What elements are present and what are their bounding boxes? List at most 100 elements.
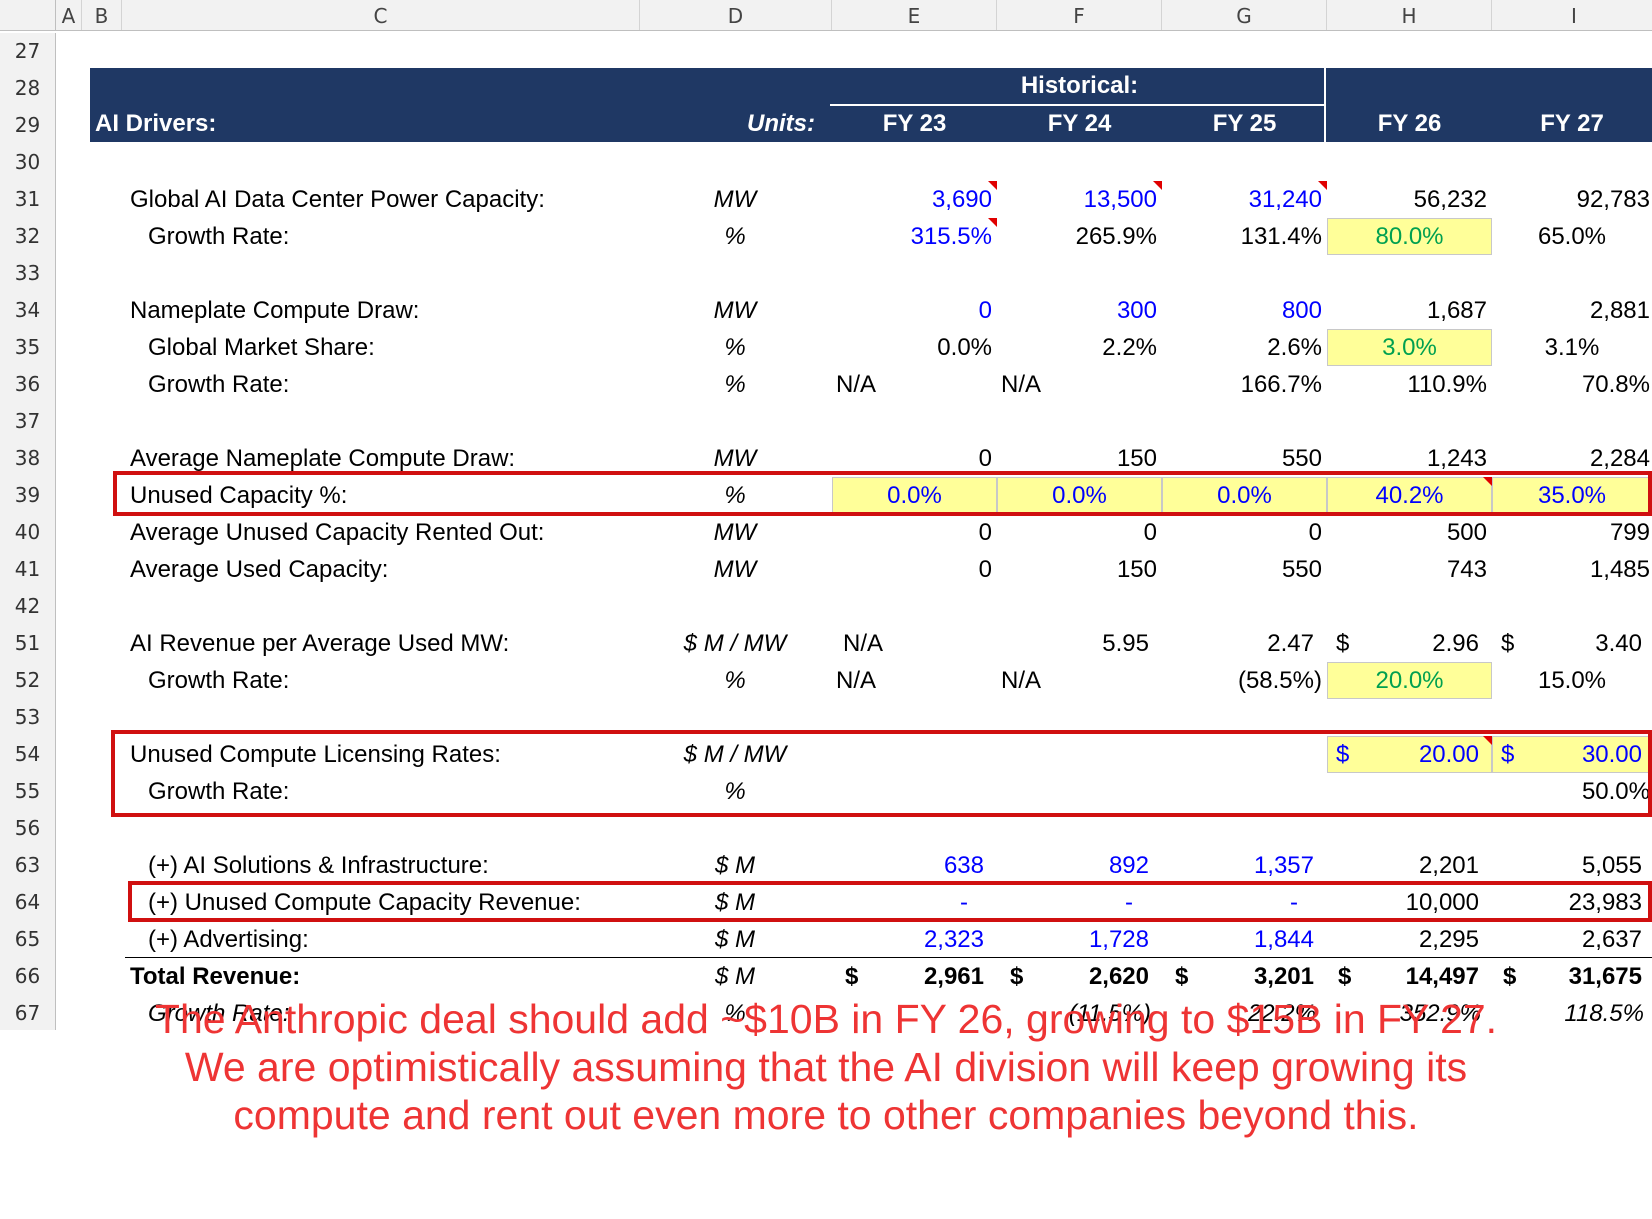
value-cell[interactable]: 65.0%: [1537, 223, 1607, 250]
row-header-27[interactable]: 27: [0, 33, 56, 70]
value-cell[interactable]: 2.47: [1267, 630, 1314, 657]
row-header-54[interactable]: 54: [0, 736, 56, 773]
input-cell[interactable]: 40.2%: [1375, 482, 1444, 509]
value-cell[interactable]: 166.7%: [1240, 371, 1322, 398]
row-header-38[interactable]: 38: [0, 440, 56, 477]
row-header-42[interactable]: 42: [0, 588, 56, 625]
row-label[interactable]: Growth Rate:: [148, 778, 290, 805]
row-label[interactable]: Average Used Capacity:: [130, 556, 389, 583]
value-cell[interactable]: 92,783: [1576, 186, 1650, 213]
value-cell[interactable]: 31,240: [1248, 186, 1322, 213]
unit-cell[interactable]: MW: [713, 556, 757, 583]
input-cell[interactable]: 30.00: [1581, 741, 1642, 768]
value-cell[interactable]: 2.2%: [1102, 334, 1157, 361]
unit-cell[interactable]: $ M: [714, 926, 755, 953]
value-cell[interactable]: 2,284: [1589, 445, 1650, 472]
unit-cell[interactable]: %: [724, 334, 746, 361]
value-cell[interactable]: N/A: [1001, 667, 1042, 694]
row-label[interactable]: Global AI Data Center Power Capacity:: [130, 186, 545, 213]
value-cell[interactable]: N/A: [836, 667, 877, 694]
row-label[interactable]: Growth Rate:: [148, 223, 290, 250]
value-cell[interactable]: 638: [943, 852, 984, 879]
row-label[interactable]: Average Nameplate Compute Draw:: [130, 445, 516, 472]
row-header-36[interactable]: 36: [0, 366, 56, 403]
column-header-d[interactable]: D: [640, 0, 832, 30]
value-cell[interactable]: 1,687: [1426, 297, 1487, 324]
total-cell[interactable]: 2,620: [1088, 963, 1149, 990]
row-label[interactable]: Unused Compute Licensing Rates:: [130, 741, 501, 768]
input-cell-highlight[interactable]: [1492, 736, 1652, 773]
value-cell[interactable]: 5.95: [1102, 630, 1149, 657]
value-cell[interactable]: 352.9%: [1399, 1000, 1481, 1027]
value-cell[interactable]: 2,323: [923, 926, 984, 953]
comment-indicator-icon[interactable]: [1318, 181, 1327, 190]
row-header-52[interactable]: 52: [0, 662, 56, 699]
row-label[interactable]: Nameplate Compute Draw:: [130, 297, 420, 324]
row-header-39[interactable]: 39: [0, 477, 56, 514]
input-cell-highlight[interactable]: [1327, 477, 1492, 514]
row-label[interactable]: Unused Capacity %:: [130, 482, 348, 509]
input-cell-highlight[interactable]: [1492, 477, 1652, 514]
value-cell[interactable]: 2,295: [1418, 926, 1479, 953]
value-cell[interactable]: 50.0%: [1581, 778, 1650, 805]
value-cell[interactable]: 1,357: [1253, 852, 1314, 879]
input-cell[interactable]: 0.0%: [1217, 482, 1272, 509]
row-header-34[interactable]: 34: [0, 292, 56, 329]
value-cell[interactable]: 1,243: [1426, 445, 1487, 472]
row-header-41[interactable]: 41: [0, 551, 56, 588]
row-label[interactable]: Global Market Share:: [148, 334, 375, 361]
unit-cell[interactable]: MW: [713, 297, 757, 324]
row-header-28[interactable]: 28: [0, 70, 56, 107]
input-cell[interactable]: 20.00: [1418, 741, 1479, 768]
value-cell[interactable]: 550: [1281, 445, 1322, 472]
value-cell[interactable]: 743: [1446, 556, 1487, 583]
column-header-e[interactable]: E: [832, 0, 997, 30]
value-cell[interactable]: 13,500: [1083, 186, 1157, 213]
unit-cell[interactable]: %: [724, 778, 746, 805]
value-cell[interactable]: 1,485: [1589, 556, 1650, 583]
row-header-66[interactable]: 66: [0, 958, 56, 995]
value-cell[interactable]: 0: [1143, 519, 1157, 546]
row-label[interactable]: Growth Rate:: [148, 371, 290, 398]
value-cell[interactable]: 23,983: [1568, 889, 1642, 916]
input-cell[interactable]: 0.0%: [1052, 482, 1107, 509]
input-cell-highlight[interactable]: [1327, 218, 1492, 255]
value-cell[interactable]: 2,201: [1418, 852, 1479, 879]
unit-cell[interactable]: $ M: [714, 963, 755, 990]
row-label[interactable]: (+) AI Solutions & Infrastructure:: [148, 852, 489, 879]
row-header-33[interactable]: 33: [0, 255, 56, 292]
row-header-30[interactable]: 30: [0, 144, 56, 181]
value-cell[interactable]: 550: [1281, 556, 1322, 583]
value-cell[interactable]: 2,881: [1589, 297, 1650, 324]
unit-cell[interactable]: $ M / MW: [683, 630, 787, 657]
row-header-51[interactable]: 51: [0, 625, 56, 662]
total-cell[interactable]: 2,961: [923, 963, 984, 990]
total-cell[interactable]: 31,675: [1568, 963, 1642, 990]
row-header-35[interactable]: 35: [0, 329, 56, 366]
input-cell-highlight[interactable]: [1327, 662, 1492, 699]
value-cell[interactable]: 0: [978, 297, 992, 324]
row-label[interactable]: Total Revenue:: [130, 963, 301, 990]
input-cell-highlight[interactable]: [1162, 477, 1327, 514]
total-cell[interactable]: 14,497: [1405, 963, 1479, 990]
value-cell[interactable]: -: [960, 889, 968, 916]
input-cell-highlight[interactable]: [1327, 736, 1492, 773]
value-cell[interactable]: N/A: [843, 630, 884, 657]
value-cell[interactable]: 1,728: [1088, 926, 1149, 953]
unit-cell[interactable]: MW: [713, 186, 757, 213]
value-cell[interactable]: 1,844: [1253, 926, 1314, 953]
value-cell[interactable]: 0: [978, 519, 992, 546]
row-header-32[interactable]: 32: [0, 218, 56, 255]
column-header-f[interactable]: F: [997, 0, 1162, 30]
column-header-a[interactable]: A: [56, 0, 82, 30]
row-header-65[interactable]: 65: [0, 921, 56, 958]
value-cell[interactable]: 10,000: [1405, 889, 1479, 916]
value-cell[interactable]: 110.9%: [1407, 371, 1487, 398]
value-cell[interactable]: 5,055: [1581, 852, 1642, 879]
value-cell[interactable]: 0: [978, 445, 992, 472]
row-label[interactable]: Growth Rate:: [148, 1000, 290, 1027]
input-cell[interactable]: 35.0%: [1537, 482, 1607, 509]
value-cell[interactable]: 799: [1609, 519, 1650, 546]
unit-cell[interactable]: MW: [713, 519, 757, 546]
value-cell[interactable]: (58.5%): [1237, 667, 1322, 694]
